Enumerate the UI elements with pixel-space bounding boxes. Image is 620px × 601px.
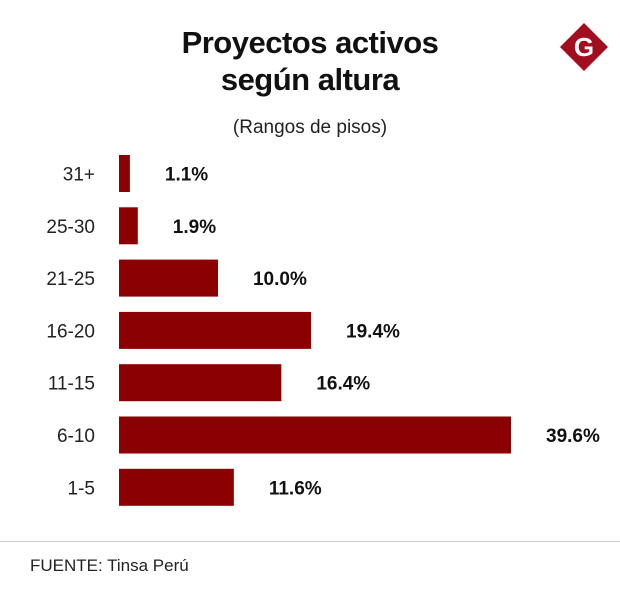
value-label: 1.1% — [165, 165, 208, 186]
value-label: 39.6% — [546, 426, 600, 447]
value-label: 1.9% — [173, 217, 216, 238]
bar — [119, 207, 138, 245]
value-label: 19.4% — [346, 321, 400, 342]
bar — [119, 468, 234, 506]
category-label: 25-30 — [46, 217, 95, 238]
bar — [119, 364, 282, 402]
source-note: FUENTE: Tinsa Perú — [30, 556, 189, 575]
bar — [119, 155, 130, 192]
chart-subtitle: (Rangos de pisos) — [232, 117, 388, 138]
category-label: 31+ — [63, 165, 95, 186]
category-label: 6-10 — [57, 426, 95, 447]
category-label: 16-20 — [46, 321, 95, 342]
title-line-2: según altura — [220, 62, 400, 97]
gestion-logo-icon: G — [560, 23, 608, 71]
value-label: 10.0% — [253, 269, 307, 290]
category-label: 21-25 — [46, 269, 95, 290]
category-label: 1-5 — [68, 478, 95, 499]
logo-letter: G — [574, 32, 594, 62]
category-label: 11-15 — [48, 374, 95, 395]
footer-divider — [0, 541, 620, 542]
value-label: 16.4% — [316, 374, 370, 395]
bar — [119, 259, 218, 297]
bar — [119, 416, 511, 454]
chart-title: Proyectos activos según altura — [0, 24, 620, 98]
value-label: 11.6% — [269, 478, 322, 499]
title-line-1: Proyectos activos — [181, 25, 439, 60]
bar-chart: 31+ 1.1% 25-30 1.9% 21-25 10.0% 16-20 19.4% 11-1… — [46, 155, 600, 506]
logo-diamond — [560, 23, 608, 71]
bar — [119, 311, 312, 349]
